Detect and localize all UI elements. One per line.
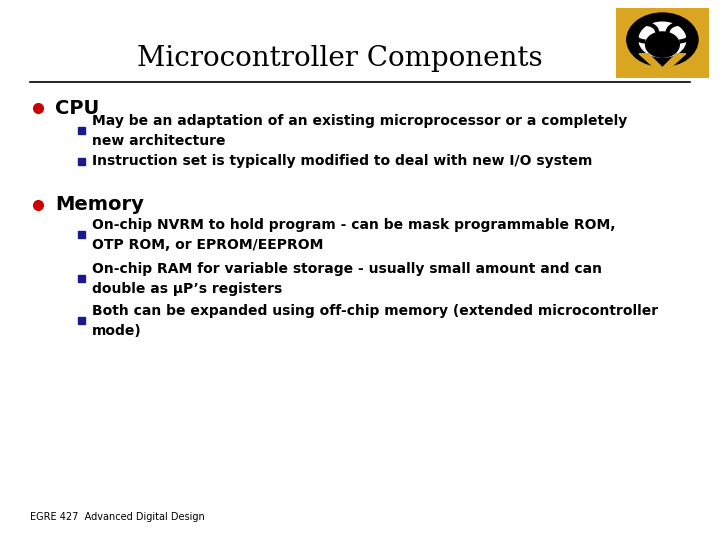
Bar <box>78 231 85 238</box>
Text: Microcontroller Components: Microcontroller Components <box>138 45 543 72</box>
Polygon shape <box>639 54 686 75</box>
Text: Memory: Memory <box>55 195 144 214</box>
Bar <box>78 275 85 282</box>
Circle shape <box>627 13 698 66</box>
Bar <box>78 317 85 324</box>
Bar <box>78 127 85 134</box>
Text: On-chip RAM for variable storage - usually small amount and can
double as μP’s r: On-chip RAM for variable storage - usual… <box>92 262 602 296</box>
Text: CPU: CPU <box>55 98 99 118</box>
Text: On-chip NVRM to hold program - can be mask programmable ROM,
OTP ROM, or EPROM/E: On-chip NVRM to hold program - can be ma… <box>92 218 616 252</box>
FancyBboxPatch shape <box>613 6 712 80</box>
Text: Instruction set is typically modified to deal with new I/O system: Instruction set is typically modified to… <box>92 154 593 168</box>
Text: May be an adaptation of an existing microprocessor or a completely
new architect: May be an adaptation of an existing micr… <box>92 114 627 148</box>
Text: EGRE 427  Advanced Digital Design: EGRE 427 Advanced Digital Design <box>30 512 204 522</box>
Bar <box>78 158 85 165</box>
Circle shape <box>639 22 686 57</box>
Circle shape <box>646 32 679 57</box>
Text: Both can be expanded using off-chip memory (extended microcontroller
mode): Both can be expanded using off-chip memo… <box>92 304 658 338</box>
